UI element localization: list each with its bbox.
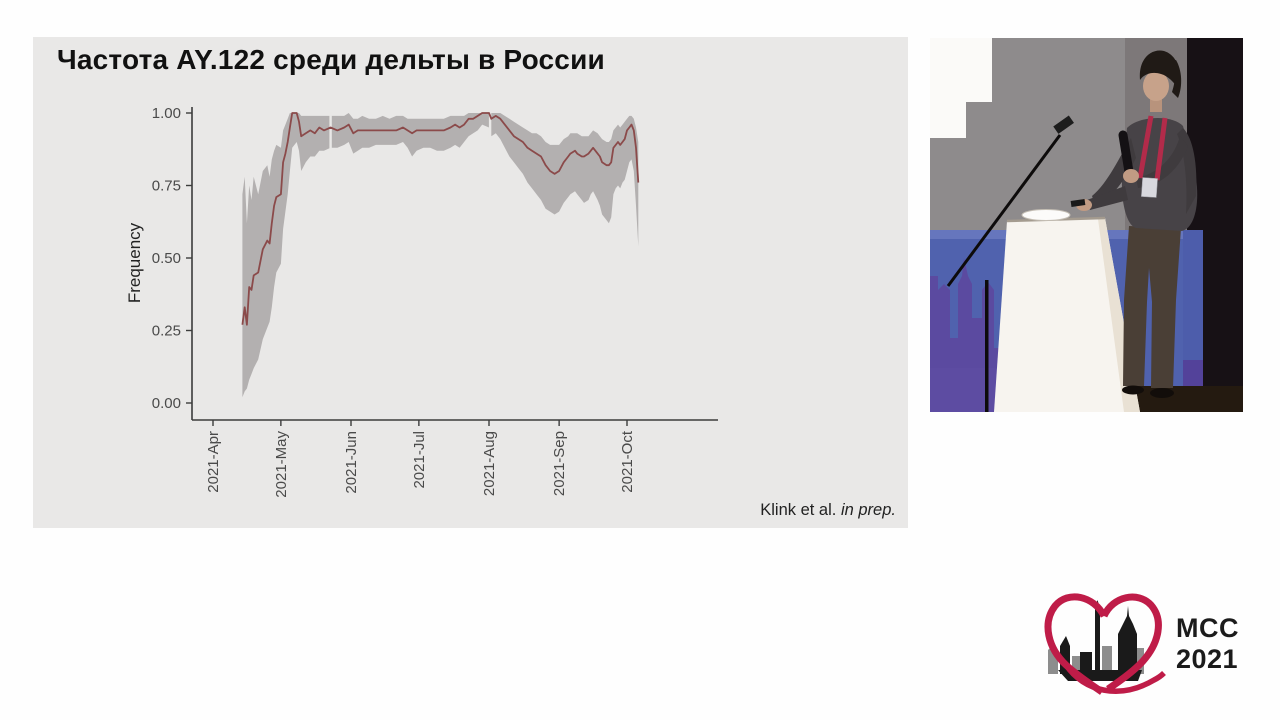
presenter-clicker — [1070, 199, 1086, 207]
chart-title: Частота AY.122 среди дельты в России — [57, 44, 605, 75]
speaker-neck — [1150, 98, 1162, 112]
podium — [994, 218, 1140, 412]
x-tick-label: 2021-May — [273, 431, 290, 498]
attribution-italic: in prep. — [840, 501, 896, 519]
mic-boom-arm — [946, 134, 1062, 287]
logo-line1: MCC — [1176, 613, 1239, 643]
presentation-slide: 1.00 0.75 0.50 0.25 0.00 2021-Apr 2021-May 2021… — [33, 37, 908, 528]
y-tick-label: 0.50 — [152, 250, 181, 267]
x-tick-label: 2021-Oct — [619, 430, 636, 493]
y-axis-title: Frequency — [125, 222, 144, 303]
x-tick-label: 2021-Jul — [411, 431, 428, 489]
logo-text: MCC 2021 — [1176, 613, 1239, 675]
speaker-arm-crossing — [1136, 136, 1188, 188]
face-mask-on-podium — [1021, 209, 1071, 221]
ribbon-gap — [329, 112, 332, 154]
confidence-ribbon — [242, 113, 639, 398]
speaker-hand-mic — [1123, 169, 1139, 183]
x-tick-label: 2021-Apr — [205, 431, 222, 493]
speaker-face — [1143, 71, 1169, 101]
mcc-2021-logo: MCC 2021 — [1040, 586, 1258, 698]
speaker-forearm — [1087, 186, 1128, 210]
speaker-photo-illustration — [930, 38, 1243, 412]
logo-line2: 2021 — [1176, 644, 1239, 674]
speaker-shoe-left — [1122, 385, 1144, 395]
speaker-photo — [930, 38, 1243, 412]
ribbon-gap — [488, 110, 492, 140]
skyline-silhouette — [930, 258, 1014, 370]
y-tick-label: 0.25 — [152, 323, 181, 340]
dark-wall-lower — [1203, 230, 1243, 412]
x-tick-label: 2021-Jun — [343, 431, 360, 494]
speaker-trousers — [1123, 226, 1181, 388]
y-tick-label: 0.75 — [152, 178, 181, 195]
speaker-hair — [1139, 50, 1180, 90]
y-tick-label: 0.00 — [152, 395, 181, 412]
mic-clip — [1053, 115, 1074, 134]
logo-heart-ribbon — [1044, 593, 1166, 695]
banner-right-strip — [1183, 230, 1203, 390]
mic-stand-pole — [985, 280, 989, 412]
x-tick-label: 2021-Sep — [551, 431, 568, 496]
frequency-line — [241, 112, 640, 326]
speaker-hair-back — [1170, 60, 1182, 98]
y-tick-label: 1.00 — [152, 105, 181, 122]
stage-floor — [1130, 386, 1243, 412]
lanyard-left — [1137, 115, 1154, 179]
screen-glare-2 — [930, 38, 966, 138]
badge — [1141, 177, 1158, 198]
speaker-arm-right — [1177, 128, 1197, 214]
speaker-shoe-right — [1150, 388, 1174, 398]
mcc-heart-logo — [1044, 593, 1166, 695]
attribution-normal: Klink et al. — [760, 501, 841, 519]
frequency-chart: 1.00 0.75 0.50 0.25 0.00 2021-Apr 2021-May 2021… — [125, 105, 718, 498]
attribution: Klink et al. in prep. — [760, 501, 896, 520]
lanyard-right — [1154, 117, 1168, 181]
x-tick-label: 2021-Aug — [481, 431, 498, 496]
speaker — [1070, 50, 1198, 398]
